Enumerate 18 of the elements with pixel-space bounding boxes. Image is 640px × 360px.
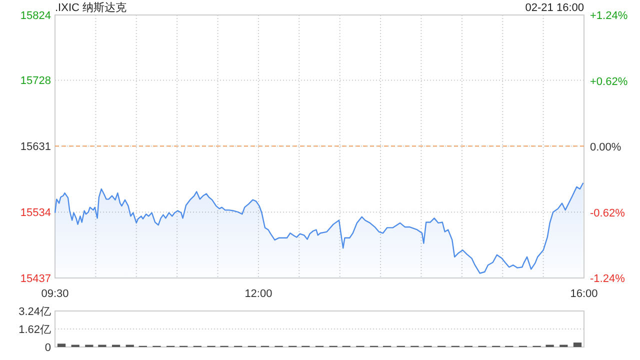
x-tick-label: 16:00 bbox=[570, 288, 598, 300]
y-tick-label: 3.24亿 bbox=[18, 306, 51, 318]
y-tick-label: 0 bbox=[44, 342, 51, 354]
y-tick-label: 15631 bbox=[20, 141, 51, 154]
text: 02-21 16:00 bbox=[525, 2, 584, 14]
x-tick-label: 12:00 bbox=[244, 288, 272, 300]
y2-tick-label: -1.24% bbox=[590, 273, 626, 285]
y2-tick-label: 0.00% bbox=[590, 142, 622, 154]
y-tick-label: 15534 bbox=[20, 207, 51, 220]
y-tick-label: 15824 bbox=[20, 10, 51, 22]
y-tick-label: 15728 bbox=[20, 75, 51, 88]
y-tick-label: 1.62亿 bbox=[18, 324, 51, 336]
y-tick-label: 15437 bbox=[20, 273, 51, 285]
chart-title: .IXIC 纳斯达克 bbox=[55, 1, 127, 14]
y2-tick-label: -0.62% bbox=[590, 207, 626, 220]
x-tick-label: 09:30 bbox=[41, 288, 69, 300]
y2-tick-label: +1.24% bbox=[590, 10, 628, 22]
y2-tick-label: +0.62% bbox=[590, 76, 628, 88]
